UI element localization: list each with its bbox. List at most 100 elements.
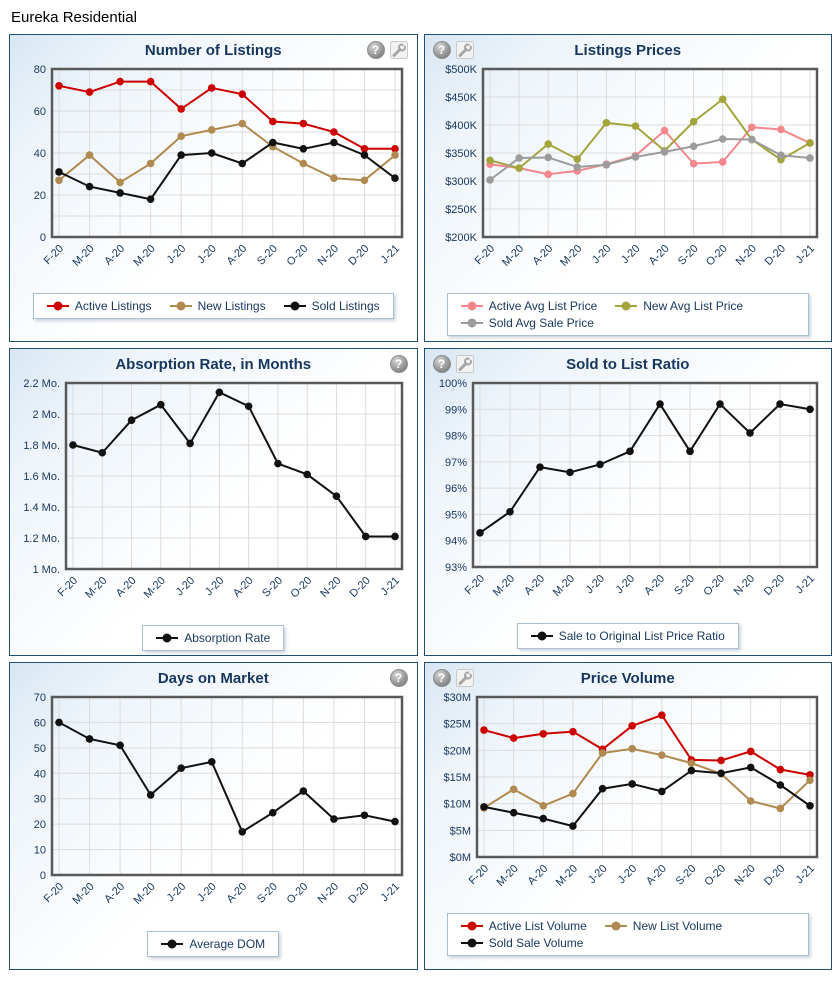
panel-icons: ? xyxy=(389,355,408,373)
svg-text:J-21: J-21 xyxy=(379,881,403,905)
legend-item: Sold Sale Volume xyxy=(460,936,583,950)
svg-text:A-20: A-20 xyxy=(642,573,667,598)
svg-text:20: 20 xyxy=(34,819,46,831)
chart-title: Listings Prices xyxy=(574,42,682,59)
legend-item: Active List Volume xyxy=(460,919,587,933)
chart-title: Price Volume xyxy=(580,670,675,687)
svg-text:S-20: S-20 xyxy=(255,243,280,268)
svg-text:A-20: A-20 xyxy=(225,881,250,906)
panel-header: Sold to List Ratio ? xyxy=(425,349,832,377)
legend-item: Active Listings xyxy=(46,299,152,313)
svg-text:M-20: M-20 xyxy=(83,575,109,601)
help-icon[interactable]: ? xyxy=(432,41,451,59)
svg-text:$200K: $200K xyxy=(445,232,477,244)
svg-text:$450K: $450K xyxy=(445,92,477,104)
legend-label: New Avg List Price xyxy=(643,299,744,313)
legend-label: Active List Volume xyxy=(488,919,587,933)
legend-label: Active Avg List Price xyxy=(488,299,598,313)
legend-marker-icon xyxy=(530,631,553,641)
panel-header: Price Volume ? xyxy=(425,663,832,691)
svg-text:96%: 96% xyxy=(445,483,467,495)
tools-icon[interactable] xyxy=(389,41,408,59)
svg-text:40: 40 xyxy=(34,768,46,780)
svg-text:J-20: J-20 xyxy=(165,243,189,267)
help-icon[interactable]: ? xyxy=(366,41,385,59)
legend-marker-icon xyxy=(604,921,627,931)
legend-marker-icon xyxy=(46,301,69,311)
chart-legend: Active Avg List Price New Avg List Price S… xyxy=(446,293,809,336)
chart-legend: Active List Volume New List Volume Sold Sa… xyxy=(446,913,809,956)
tools-icon[interactable] xyxy=(455,669,474,687)
svg-text:99%: 99% xyxy=(445,404,467,416)
chart-legend: Active Listings New Listings Sold Listings xyxy=(32,293,394,319)
legend-label: New List Volume xyxy=(632,919,723,933)
svg-text:100%: 100% xyxy=(439,378,467,390)
svg-text:N-20: N-20 xyxy=(316,881,341,906)
panel-header: Listings Prices ? xyxy=(425,35,832,63)
svg-text:N-20: N-20 xyxy=(732,573,757,598)
svg-text:F-20: F-20 xyxy=(42,881,66,905)
svg-text:D-20: D-20 xyxy=(348,575,373,600)
svg-text:F-20: F-20 xyxy=(56,575,80,599)
svg-text:$250K: $250K xyxy=(445,204,477,216)
svg-text:S-20: S-20 xyxy=(255,881,280,906)
svg-text:2 Mo.: 2 Mo. xyxy=(33,409,61,421)
svg-text:$300K: $300K xyxy=(445,176,477,188)
svg-text:M-20: M-20 xyxy=(500,243,526,269)
svg-text:A-20: A-20 xyxy=(225,243,250,268)
tools-icon[interactable] xyxy=(455,355,474,373)
svg-text:$0M: $0M xyxy=(449,852,470,864)
legend-label: Average DOM xyxy=(189,937,266,951)
legend-item: New List Volume xyxy=(604,919,723,933)
svg-text:J-21: J-21 xyxy=(793,573,817,597)
legend-marker-icon xyxy=(169,301,192,311)
legend-label: Active Listings xyxy=(74,299,152,313)
svg-text:J-21: J-21 xyxy=(793,863,817,887)
svg-text:O-20: O-20 xyxy=(704,243,730,269)
panel-absorption-rate: Absorption Rate, in Months ? 1 Mo. 1.2 Mo… xyxy=(9,348,418,656)
legend-item: Absorption Rate xyxy=(156,631,270,645)
legend-item: Sold Listings xyxy=(283,299,380,313)
help-icon[interactable]: ? xyxy=(432,669,451,687)
chart-title: Days on Market xyxy=(157,670,269,687)
svg-text:F-20: F-20 xyxy=(462,573,486,597)
legend-item: Average DOM xyxy=(161,937,265,951)
legend-label: Sold Listings xyxy=(311,299,380,313)
help-icon[interactable]: ? xyxy=(389,355,408,373)
panel-icons: ? xyxy=(389,669,408,687)
svg-text:M-20: M-20 xyxy=(494,863,520,889)
panel-listings-prices: Listings Prices ? $200K $250K $300K $350K $4… xyxy=(423,34,832,342)
svg-text:1.4 Mo.: 1.4 Mo. xyxy=(24,502,61,514)
svg-text:J-20: J-20 xyxy=(174,575,198,599)
svg-text:F-20: F-20 xyxy=(466,863,490,887)
svg-text:D-20: D-20 xyxy=(346,243,371,268)
svg-text:O-20: O-20 xyxy=(285,881,311,907)
svg-text:S-20: S-20 xyxy=(672,573,697,598)
legend-item: New Avg List Price xyxy=(615,299,743,313)
svg-text:S-20: S-20 xyxy=(676,243,701,268)
svg-text:70: 70 xyxy=(34,692,46,704)
svg-text:J-20: J-20 xyxy=(613,573,637,597)
chart-title: Sold to List Ratio xyxy=(566,356,690,373)
svg-text:0: 0 xyxy=(40,232,46,244)
svg-text:J-20: J-20 xyxy=(615,863,639,887)
svg-text:98%: 98% xyxy=(445,431,467,443)
panel-days-on-market: Days on Market ? 0 10 20 30 40 50 60 70 F-20 M-20… xyxy=(9,662,418,970)
chart-grid: Number of Listings ? 0 20 40 60 80 F-20 M-20 A-… xyxy=(9,34,832,970)
help-icon[interactable]: ? xyxy=(432,355,451,373)
tools-icon[interactable] xyxy=(455,41,474,59)
help-icon[interactable]: ? xyxy=(389,669,408,687)
svg-text:A-20: A-20 xyxy=(525,863,550,888)
chart-title: Number of Listings xyxy=(144,42,282,59)
svg-text:97%: 97% xyxy=(445,457,467,469)
legend-label: New Listings xyxy=(197,299,266,313)
svg-text:$25M: $25M xyxy=(443,719,471,731)
svg-text:J-21: J-21 xyxy=(379,243,403,267)
panel-icons: ? xyxy=(432,41,474,59)
legend-item: Sold Avg Sale Price xyxy=(460,316,594,330)
svg-text:M-20: M-20 xyxy=(551,573,577,599)
svg-text:M-20: M-20 xyxy=(71,881,97,907)
svg-text:$20M: $20M xyxy=(443,745,471,757)
panel-icons: ? xyxy=(432,355,474,373)
